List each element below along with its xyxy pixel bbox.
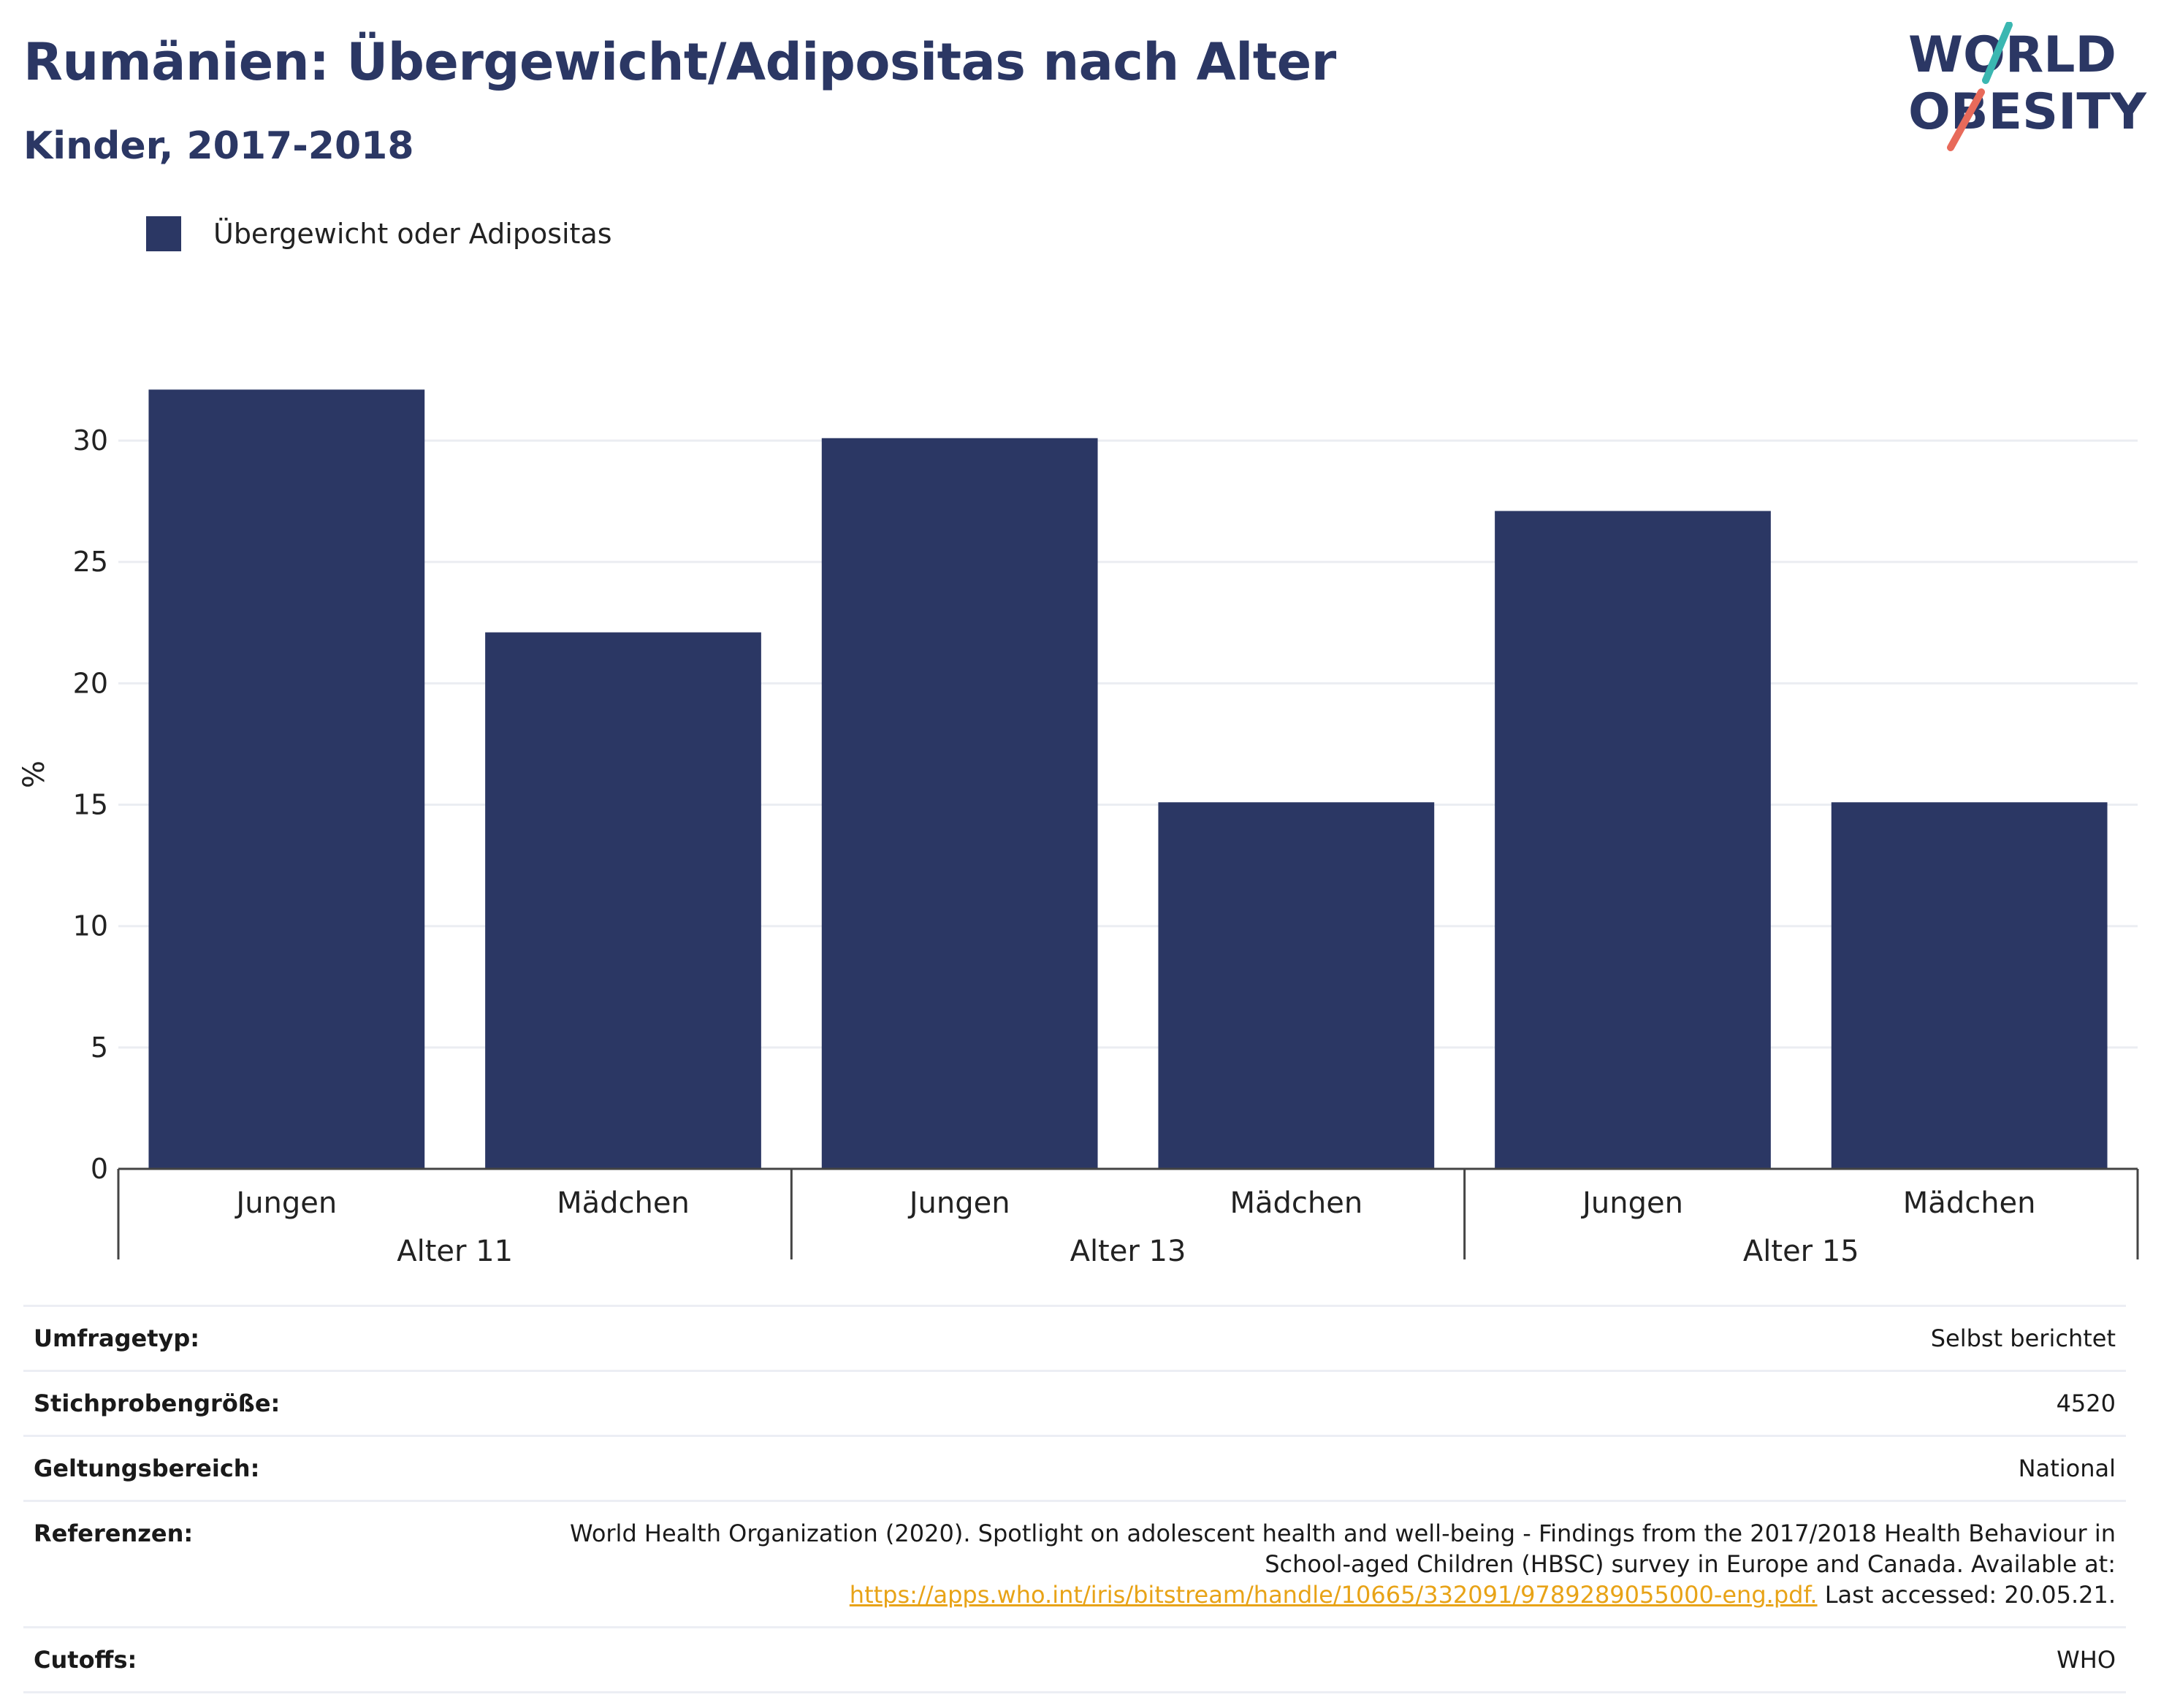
- bar: [1495, 511, 1771, 1169]
- legend-label: Übergewicht oder Adipositas: [213, 218, 612, 250]
- x-group-label: Alter 11: [397, 1235, 513, 1268]
- bar: [1158, 802, 1435, 1169]
- bar: [821, 438, 1098, 1169]
- info-key: Stichprobengröße:: [23, 1370, 351, 1437]
- bar: [485, 632, 761, 1169]
- info-table: Umfragetyp: Selbst berichtet Stichproben…: [23, 1305, 2126, 1693]
- info-value: National: [351, 1435, 2126, 1502]
- x-category-label: Jungen: [234, 1186, 337, 1220]
- info-row-sample-size: Stichprobengröße: 4520: [23, 1370, 2126, 1437]
- y-tick-label: 0: [91, 1153, 108, 1185]
- info-key: Referenzen:: [23, 1500, 351, 1628]
- x-category-label: Jungen: [907, 1186, 1010, 1220]
- x-category-label: Mädchen: [557, 1186, 690, 1220]
- y-tick-label: 10: [73, 910, 108, 942]
- x-category-label: Jungen: [1580, 1186, 1683, 1220]
- y-axis-title: %: [18, 760, 51, 788]
- bar: [1831, 802, 2108, 1169]
- x-group-label: Alter 15: [1743, 1235, 1859, 1268]
- logo-slash-top: [1982, 22, 2013, 84]
- world-obesity-logo: WORLD OBESITY: [1908, 22, 2147, 151]
- info-value: WHO: [351, 1626, 2126, 1693]
- y-tick-label: 30: [73, 424, 108, 457]
- bar-chart: 0 5 10 15 20 25 30 Jungen Mädchen Alter 11 Jungen M…: [18, 389, 2139, 1268]
- x-group-label: Alter 13: [1070, 1235, 1186, 1268]
- info-value: World Health Organization (2020). Spotli…: [351, 1500, 2126, 1628]
- y-tick-label: 25: [73, 546, 108, 578]
- legend: Übergewicht oder Adipositas: [146, 216, 612, 251]
- bars: [148, 389, 2108, 1170]
- gridlines: [118, 439, 2138, 1049]
- reference-accessed: Last accessed: 20.05.21.: [1817, 1581, 2116, 1609]
- y-tick-label: 5: [91, 1032, 108, 1064]
- info-key: Cutoffs:: [23, 1626, 351, 1693]
- y-tick-label: 15: [73, 789, 108, 821]
- reference-line-2: School-aged Children (HBSC) survey in Eu…: [1265, 1550, 2116, 1578]
- info-key: Umfragetyp:: [23, 1305, 351, 1372]
- logo-line-2: OBESITY: [1908, 83, 2147, 141]
- logo-line-1: WORLD: [1908, 26, 2116, 84]
- x-category-label: Mädchen: [1903, 1186, 2036, 1220]
- legend-swatch: [146, 216, 181, 251]
- reference-line-1: World Health Organization (2020). Spotli…: [570, 1520, 2116, 1547]
- info-row-references: Referenzen: World Health Organization (2…: [23, 1500, 2126, 1628]
- info-row-cutoffs: Cutoffs: WHO: [23, 1626, 2126, 1693]
- info-value: 4520: [351, 1370, 2126, 1437]
- axes: 0 5 10 15 20 25 30 Jungen Mädchen Alter 11 Jungen M…: [73, 424, 2139, 1268]
- info-row-scope: Geltungsbereich: National: [23, 1435, 2126, 1502]
- y-tick-label: 20: [73, 667, 108, 699]
- logo-slash-bottom: [1947, 88, 1985, 151]
- info-value: Selbst berichtet: [351, 1305, 2126, 1372]
- chart-title: Rumänien: Übergewicht/Adipositas nach Al…: [23, 32, 1336, 92]
- bar: [148, 389, 425, 1170]
- info-row-survey-type: Umfragetyp: Selbst berichtet: [23, 1305, 2126, 1372]
- reference-link[interactable]: https://apps.who.int/iris/bitstream/hand…: [849, 1581, 1818, 1609]
- info-key: Geltungsbereich:: [23, 1435, 351, 1502]
- x-category-label: Mädchen: [1230, 1186, 1362, 1220]
- chart-subtitle: Kinder, 2017-2018: [23, 124, 414, 168]
